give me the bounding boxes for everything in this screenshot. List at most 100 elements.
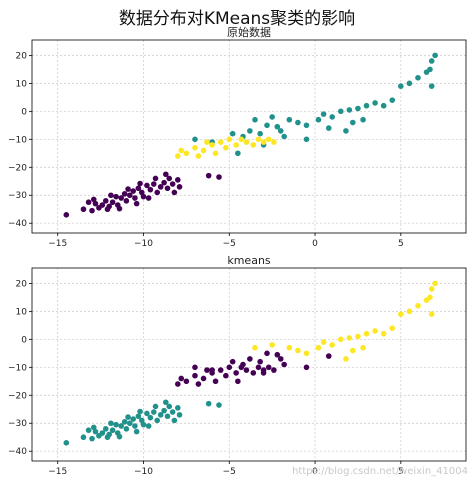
data-point — [137, 408, 143, 415]
data-point — [277, 128, 284, 134]
data-point — [90, 196, 97, 203]
data-point — [145, 423, 152, 429]
data-point — [192, 372, 198, 379]
x-tick-label: −5 — [223, 467, 236, 477]
data-point — [109, 199, 116, 206]
data-point — [343, 356, 349, 362]
data-point — [235, 150, 241, 157]
data-point — [157, 184, 164, 190]
x-tick-label: −10 — [134, 239, 153, 249]
y-tick-label: −10 — [8, 363, 27, 373]
data-point — [102, 426, 109, 432]
y-tick-label: −10 — [8, 135, 27, 145]
data-point — [223, 144, 229, 151]
data-point — [144, 410, 150, 417]
data-point — [161, 407, 167, 414]
data-point — [125, 186, 131, 192]
data-point — [138, 417, 145, 424]
y-tick-label: −40 — [8, 219, 27, 229]
data-point — [192, 144, 198, 151]
axes-frame — [31, 267, 467, 462]
subplot-1: 原始数据 −15 −10 −5 0 5 −40 −30 −20 −10 0 10 20 — [8, 25, 467, 249]
data-point — [337, 336, 344, 343]
subplot-title: 原始数据 — [227, 25, 271, 39]
data-point — [147, 186, 154, 193]
subplot-2: kmeans −15 −10 −5 0 5 −40 −30 −20 −10 0 10 20 — [8, 254, 467, 477]
data-point — [329, 114, 335, 120]
figure-title: 数据分布对KMeans聚类的影响 — [119, 9, 355, 29]
data-point — [428, 311, 435, 317]
data-point — [238, 136, 245, 143]
data-point — [269, 114, 275, 120]
data-point — [175, 153, 181, 159]
x-tick-label: 5 — [398, 239, 404, 249]
data-point — [217, 139, 224, 145]
data-point — [163, 171, 169, 178]
data-point — [229, 130, 236, 137]
data-point — [303, 136, 310, 143]
data-point — [250, 370, 257, 376]
data-point — [240, 361, 246, 368]
data-point — [150, 409, 157, 415]
data-point — [152, 175, 159, 182]
data-point — [140, 193, 147, 200]
data-point — [325, 353, 332, 359]
data-point — [133, 200, 140, 207]
data-point — [192, 364, 198, 371]
y-tick-label: 10 — [16, 307, 28, 317]
data-point — [205, 172, 212, 179]
data-point — [145, 195, 152, 201]
data-point — [130, 416, 137, 422]
data-point — [108, 420, 114, 427]
data-point — [118, 423, 125, 429]
data-point — [92, 428, 99, 435]
data-point — [200, 147, 207, 154]
data-point — [257, 358, 263, 365]
data-point — [175, 381, 181, 387]
data-point — [274, 123, 281, 130]
data-point — [372, 100, 378, 106]
data-point — [349, 119, 356, 126]
x-tick-label: −15 — [48, 467, 67, 477]
data-point — [175, 405, 181, 411]
data-point — [161, 179, 167, 186]
data-point — [363, 330, 370, 337]
data-point — [217, 367, 224, 373]
data-point — [415, 302, 421, 309]
data-point — [274, 351, 281, 358]
data-point — [355, 105, 361, 112]
data-point — [90, 424, 97, 431]
data-point — [157, 412, 164, 418]
data-point — [380, 330, 387, 337]
data-point — [271, 367, 277, 373]
data-point — [209, 142, 215, 148]
data-point — [235, 378, 241, 385]
data-point — [226, 136, 233, 143]
data-point — [389, 325, 396, 331]
data-point — [277, 356, 284, 362]
data-point — [126, 420, 133, 427]
data-point — [255, 136, 262, 143]
y-tick-label: −40 — [8, 447, 27, 457]
data-point — [150, 181, 157, 187]
data-point — [92, 200, 99, 207]
y-tick-label: 0 — [21, 107, 27, 117]
data-point — [137, 180, 143, 187]
data-point — [337, 108, 344, 115]
data-point — [295, 119, 301, 126]
data-point — [286, 116, 293, 123]
data-point — [121, 419, 128, 425]
data-point — [123, 426, 130, 432]
y-tick-label: 20 — [16, 279, 28, 289]
y-tick-label: 0 — [21, 335, 27, 345]
data-point — [116, 433, 123, 440]
data-point — [216, 402, 222, 408]
x-tick-label: −15 — [48, 239, 67, 249]
data-point — [85, 199, 92, 206]
data-point — [226, 364, 233, 371]
data-point — [99, 202, 106, 208]
data-point — [281, 133, 287, 140]
data-point — [252, 116, 258, 123]
x-tick-label: 0 — [312, 467, 318, 477]
data-point — [257, 130, 263, 137]
